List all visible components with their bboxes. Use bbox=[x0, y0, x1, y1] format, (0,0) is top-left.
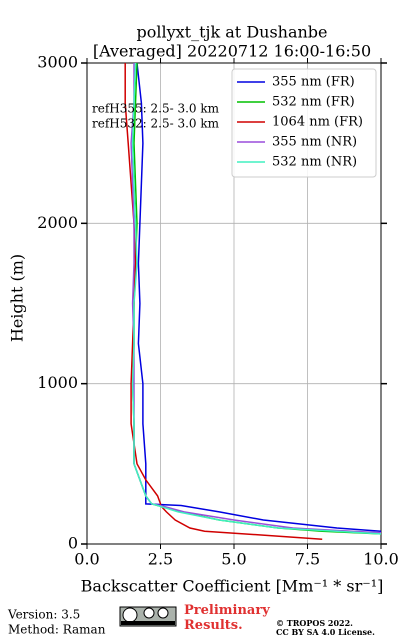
x-tick-label: 7.5 bbox=[295, 550, 320, 569]
x-tick-label: 2.5 bbox=[148, 550, 173, 569]
cc-logo bbox=[119, 606, 177, 627]
legend-box bbox=[231, 68, 377, 178]
version: Version: 3.5 bbox=[7, 608, 80, 622]
license: CC BY SA 4.0 License. bbox=[276, 627, 375, 637]
x-tick-label: 0.0 bbox=[74, 550, 99, 569]
chart-title: [Averaged] 20220712 16:00-16:50 bbox=[93, 42, 371, 61]
x-tick-label: 10.0 bbox=[363, 550, 399, 569]
y-tick-label: 0 bbox=[68, 534, 78, 553]
chart-title: pollyxt_tjk at Dushanbe bbox=[136, 23, 327, 42]
y-axis-label: Height (m) bbox=[8, 254, 27, 342]
annotation: refH355: 2.5- 3.0 km bbox=[92, 102, 220, 116]
method: Method: Raman bbox=[8, 623, 106, 637]
legend-label: 532 nm (FR) bbox=[272, 95, 355, 110]
plot-frame bbox=[86, 62, 382, 545]
x-axis-label: Backscatter Coefficient [Mm⁻¹ * sr⁻¹] bbox=[81, 577, 384, 596]
copyright: © TROPOS 2022. bbox=[276, 618, 353, 628]
x-tick-label: 5.0 bbox=[221, 550, 246, 569]
legend-label: 355 nm (FR) bbox=[272, 75, 355, 90]
legend-label: 532 nm (NR) bbox=[272, 155, 357, 170]
y-tick-label: 2000 bbox=[37, 213, 78, 232]
annotation: refH532: 2.5- 3.0 km bbox=[92, 117, 220, 131]
legend-label: 355 nm (NR) bbox=[272, 135, 357, 150]
profile-line bbox=[136, 63, 381, 532]
profile-line bbox=[131, 63, 381, 535]
status: Preliminary Results. bbox=[184, 603, 270, 633]
lines bbox=[124, 63, 381, 540]
y-tick-label: 3000 bbox=[37, 53, 78, 72]
legend-label: 1064 nm (FR) bbox=[272, 115, 363, 130]
y-tick-label: 1000 bbox=[37, 373, 78, 392]
